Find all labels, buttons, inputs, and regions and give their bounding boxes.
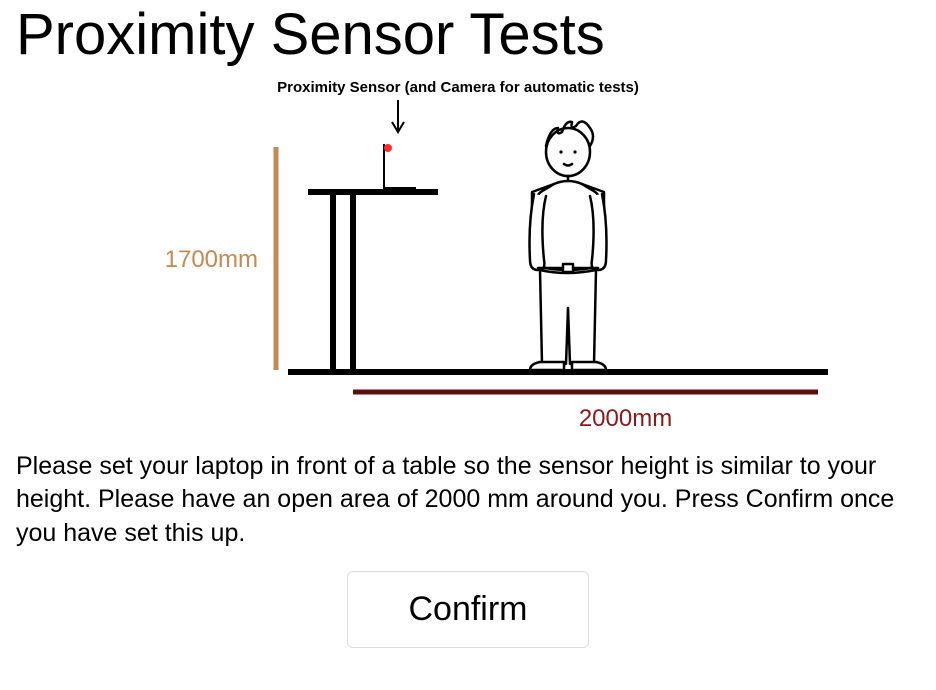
height-label: 1700mm xyxy=(165,246,258,273)
page-title: Proximity Sensor Tests xyxy=(0,0,936,70)
confirm-button[interactable]: Confirm xyxy=(347,571,588,648)
annotation-label: Proximity Sensor (and Camera for automat… xyxy=(277,79,639,96)
instructions-text: Please set your laptop in front of a tab… xyxy=(0,442,936,551)
person-figure xyxy=(530,121,607,370)
diagram-container: Proximity Sensor (and Camera for automat… xyxy=(0,72,936,442)
sensor-dot-icon xyxy=(384,144,392,152)
width-label: 2000mm xyxy=(579,405,672,432)
setup-diagram: Proximity Sensor (and Camera for automat… xyxy=(88,72,848,442)
